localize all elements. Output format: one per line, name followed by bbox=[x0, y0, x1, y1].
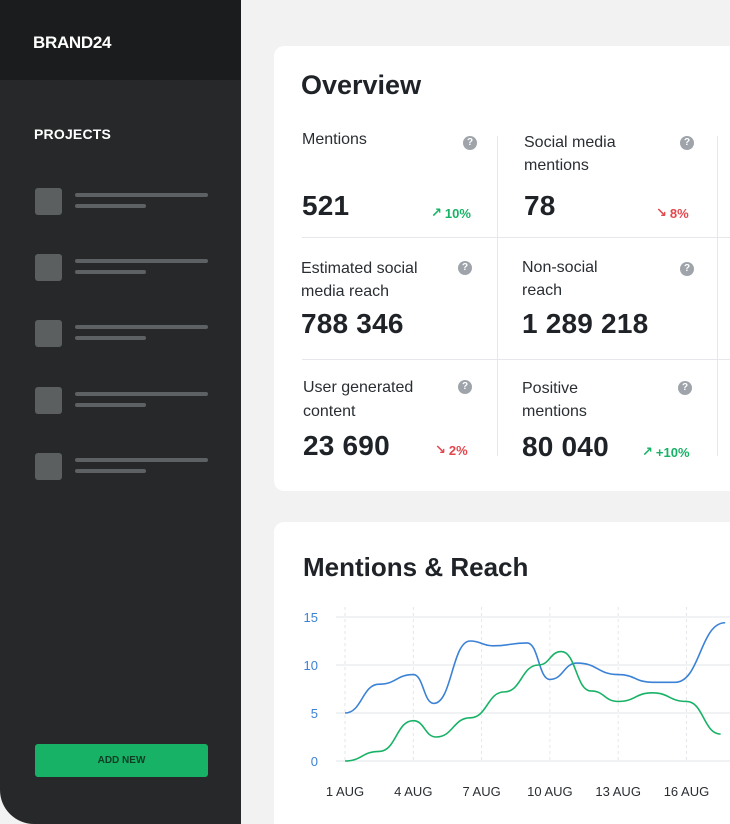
metric-mentions: Mentions ? 521 ↗ 10% bbox=[302, 128, 502, 228]
y-tick-label: 5 bbox=[311, 706, 318, 721]
metric-social-reach: Estimated social media reach ? 788 346 bbox=[301, 257, 501, 347]
metric-non-social-reach: Non-social reach ? 1 289 218 bbox=[522, 256, 722, 346]
metric-label: User generated content bbox=[303, 379, 414, 420]
column-divider bbox=[497, 136, 498, 456]
help-icon[interactable]: ? bbox=[458, 380, 472, 394]
series-line-1 bbox=[344, 621, 726, 714]
metric-value: 788 346 bbox=[301, 308, 404, 339]
project-name-placeholder bbox=[75, 193, 208, 197]
project-subtitle-placeholder bbox=[75, 403, 146, 407]
metric-label: Positive mentions bbox=[522, 380, 587, 420]
trend-indicator: ↗ 10% bbox=[431, 205, 471, 221]
metric-social-mentions: Social media mentions ? 78 ↘ 8% bbox=[524, 131, 724, 231]
project-thumbnail bbox=[35, 254, 62, 281]
trend-down-icon: ↘ bbox=[656, 205, 667, 220]
x-tick-label: 7 AUG bbox=[462, 784, 500, 799]
y-tick-label: 10 bbox=[304, 658, 318, 673]
sidebar: BRAND24 PROJECTS ADD NEW bbox=[0, 0, 241, 824]
sidebar-header: BRAND24 bbox=[0, 0, 241, 80]
metric-label: Mentions bbox=[302, 131, 367, 148]
project-item[interactable] bbox=[35, 387, 210, 414]
project-item[interactable] bbox=[35, 188, 210, 215]
help-icon[interactable]: ? bbox=[680, 262, 694, 276]
trend-down-icon: ↘ bbox=[435, 442, 446, 457]
project-subtitle-placeholder bbox=[75, 270, 146, 274]
x-tick-label: 4 AUG bbox=[394, 784, 432, 799]
metric-value: 78 bbox=[524, 190, 556, 221]
project-thumbnail bbox=[35, 188, 62, 215]
help-icon[interactable]: ? bbox=[678, 381, 692, 395]
x-tick-label: 1 AUG bbox=[326, 784, 364, 799]
project-subtitle-placeholder bbox=[75, 469, 146, 473]
help-icon[interactable]: ? bbox=[680, 136, 694, 150]
brand-logo[interactable]: BRAND24 bbox=[33, 33, 112, 52]
metric-value: 521 bbox=[302, 190, 350, 221]
project-item[interactable] bbox=[35, 453, 210, 480]
project-name-placeholder bbox=[75, 458, 208, 462]
metric-label: Non-social reach bbox=[522, 259, 598, 299]
project-name-placeholder bbox=[75, 259, 208, 263]
project-item[interactable] bbox=[35, 320, 210, 347]
metric-value: 23 690 bbox=[303, 430, 390, 461]
metric-label: Estimated social media reach bbox=[301, 260, 418, 300]
row-divider bbox=[302, 359, 730, 360]
series-line-2 bbox=[344, 650, 721, 762]
x-tick-label: 16 AUG bbox=[664, 784, 710, 799]
trend-indicator: ↘ 8% bbox=[656, 205, 689, 221]
project-name-placeholder bbox=[75, 325, 208, 329]
project-name-placeholder bbox=[75, 392, 208, 396]
column-divider bbox=[717, 136, 718, 456]
mentions-reach-title: Mentions & Reach bbox=[303, 552, 529, 582]
metric-value: 80 040 bbox=[522, 431, 609, 462]
project-thumbnail bbox=[35, 387, 62, 414]
metric-user-generated: User generated content ? 23 690 ↘ 2% bbox=[303, 376, 503, 466]
trend-indicator: ↘ 2% bbox=[435, 442, 468, 458]
overview-card: Overview Mentions ? 521 ↗ 10% Social med… bbox=[274, 46, 730, 491]
y-tick-label: 0 bbox=[311, 754, 318, 769]
project-item[interactable] bbox=[35, 254, 210, 281]
project-subtitle-placeholder bbox=[75, 336, 146, 340]
x-tick-label: 10 AUG bbox=[527, 784, 573, 799]
metric-positive-mentions: Positive mentions ? 80 040 ↗ +10% bbox=[522, 377, 722, 467]
trend-up-icon: ↗ bbox=[431, 205, 442, 220]
x-tick-label: 13 AUG bbox=[595, 784, 641, 799]
project-thumbnail bbox=[35, 320, 62, 347]
mentions-reach-card: Mentions & Reach 0 5 10 15 1 AUG 4 AUG 7 AUG 10… bbox=[274, 522, 730, 824]
trend-up-icon: ↗ bbox=[642, 444, 653, 459]
y-tick-label: 15 bbox=[304, 610, 318, 625]
mentions-reach-chart: 0 5 10 15 1 AUG 4 AUG 7 AUG 10 AUG 13 AUG 16 AUG bbox=[304, 607, 730, 799]
overview-title: Overview bbox=[301, 70, 422, 100]
metric-value: 1 289 218 bbox=[522, 308, 649, 339]
projects-title: PROJECTS bbox=[34, 126, 112, 142]
metric-label: Social media mentions bbox=[524, 134, 616, 174]
project-subtitle-placeholder bbox=[75, 204, 146, 208]
add-new-button[interactable]: ADD NEW bbox=[35, 744, 208, 777]
project-thumbnail bbox=[35, 453, 62, 480]
help-icon[interactable]: ? bbox=[458, 261, 472, 275]
trend-indicator: ↗ +10% bbox=[642, 444, 690, 460]
row-divider bbox=[302, 237, 730, 238]
help-icon[interactable]: ? bbox=[463, 136, 477, 150]
